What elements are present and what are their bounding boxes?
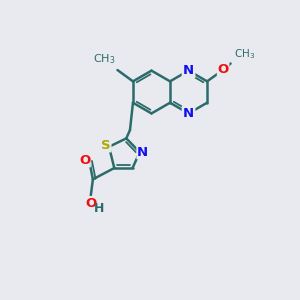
Text: CH$_3$: CH$_3$: [93, 53, 115, 67]
Text: O: O: [218, 63, 229, 76]
Text: S: S: [101, 139, 111, 152]
Text: N: N: [183, 64, 194, 77]
Text: N: N: [137, 146, 148, 159]
Text: CH$_3$: CH$_3$: [234, 48, 255, 62]
Text: O: O: [85, 196, 96, 210]
Text: O: O: [79, 154, 90, 167]
Text: N: N: [183, 107, 194, 120]
Text: H: H: [94, 202, 104, 214]
